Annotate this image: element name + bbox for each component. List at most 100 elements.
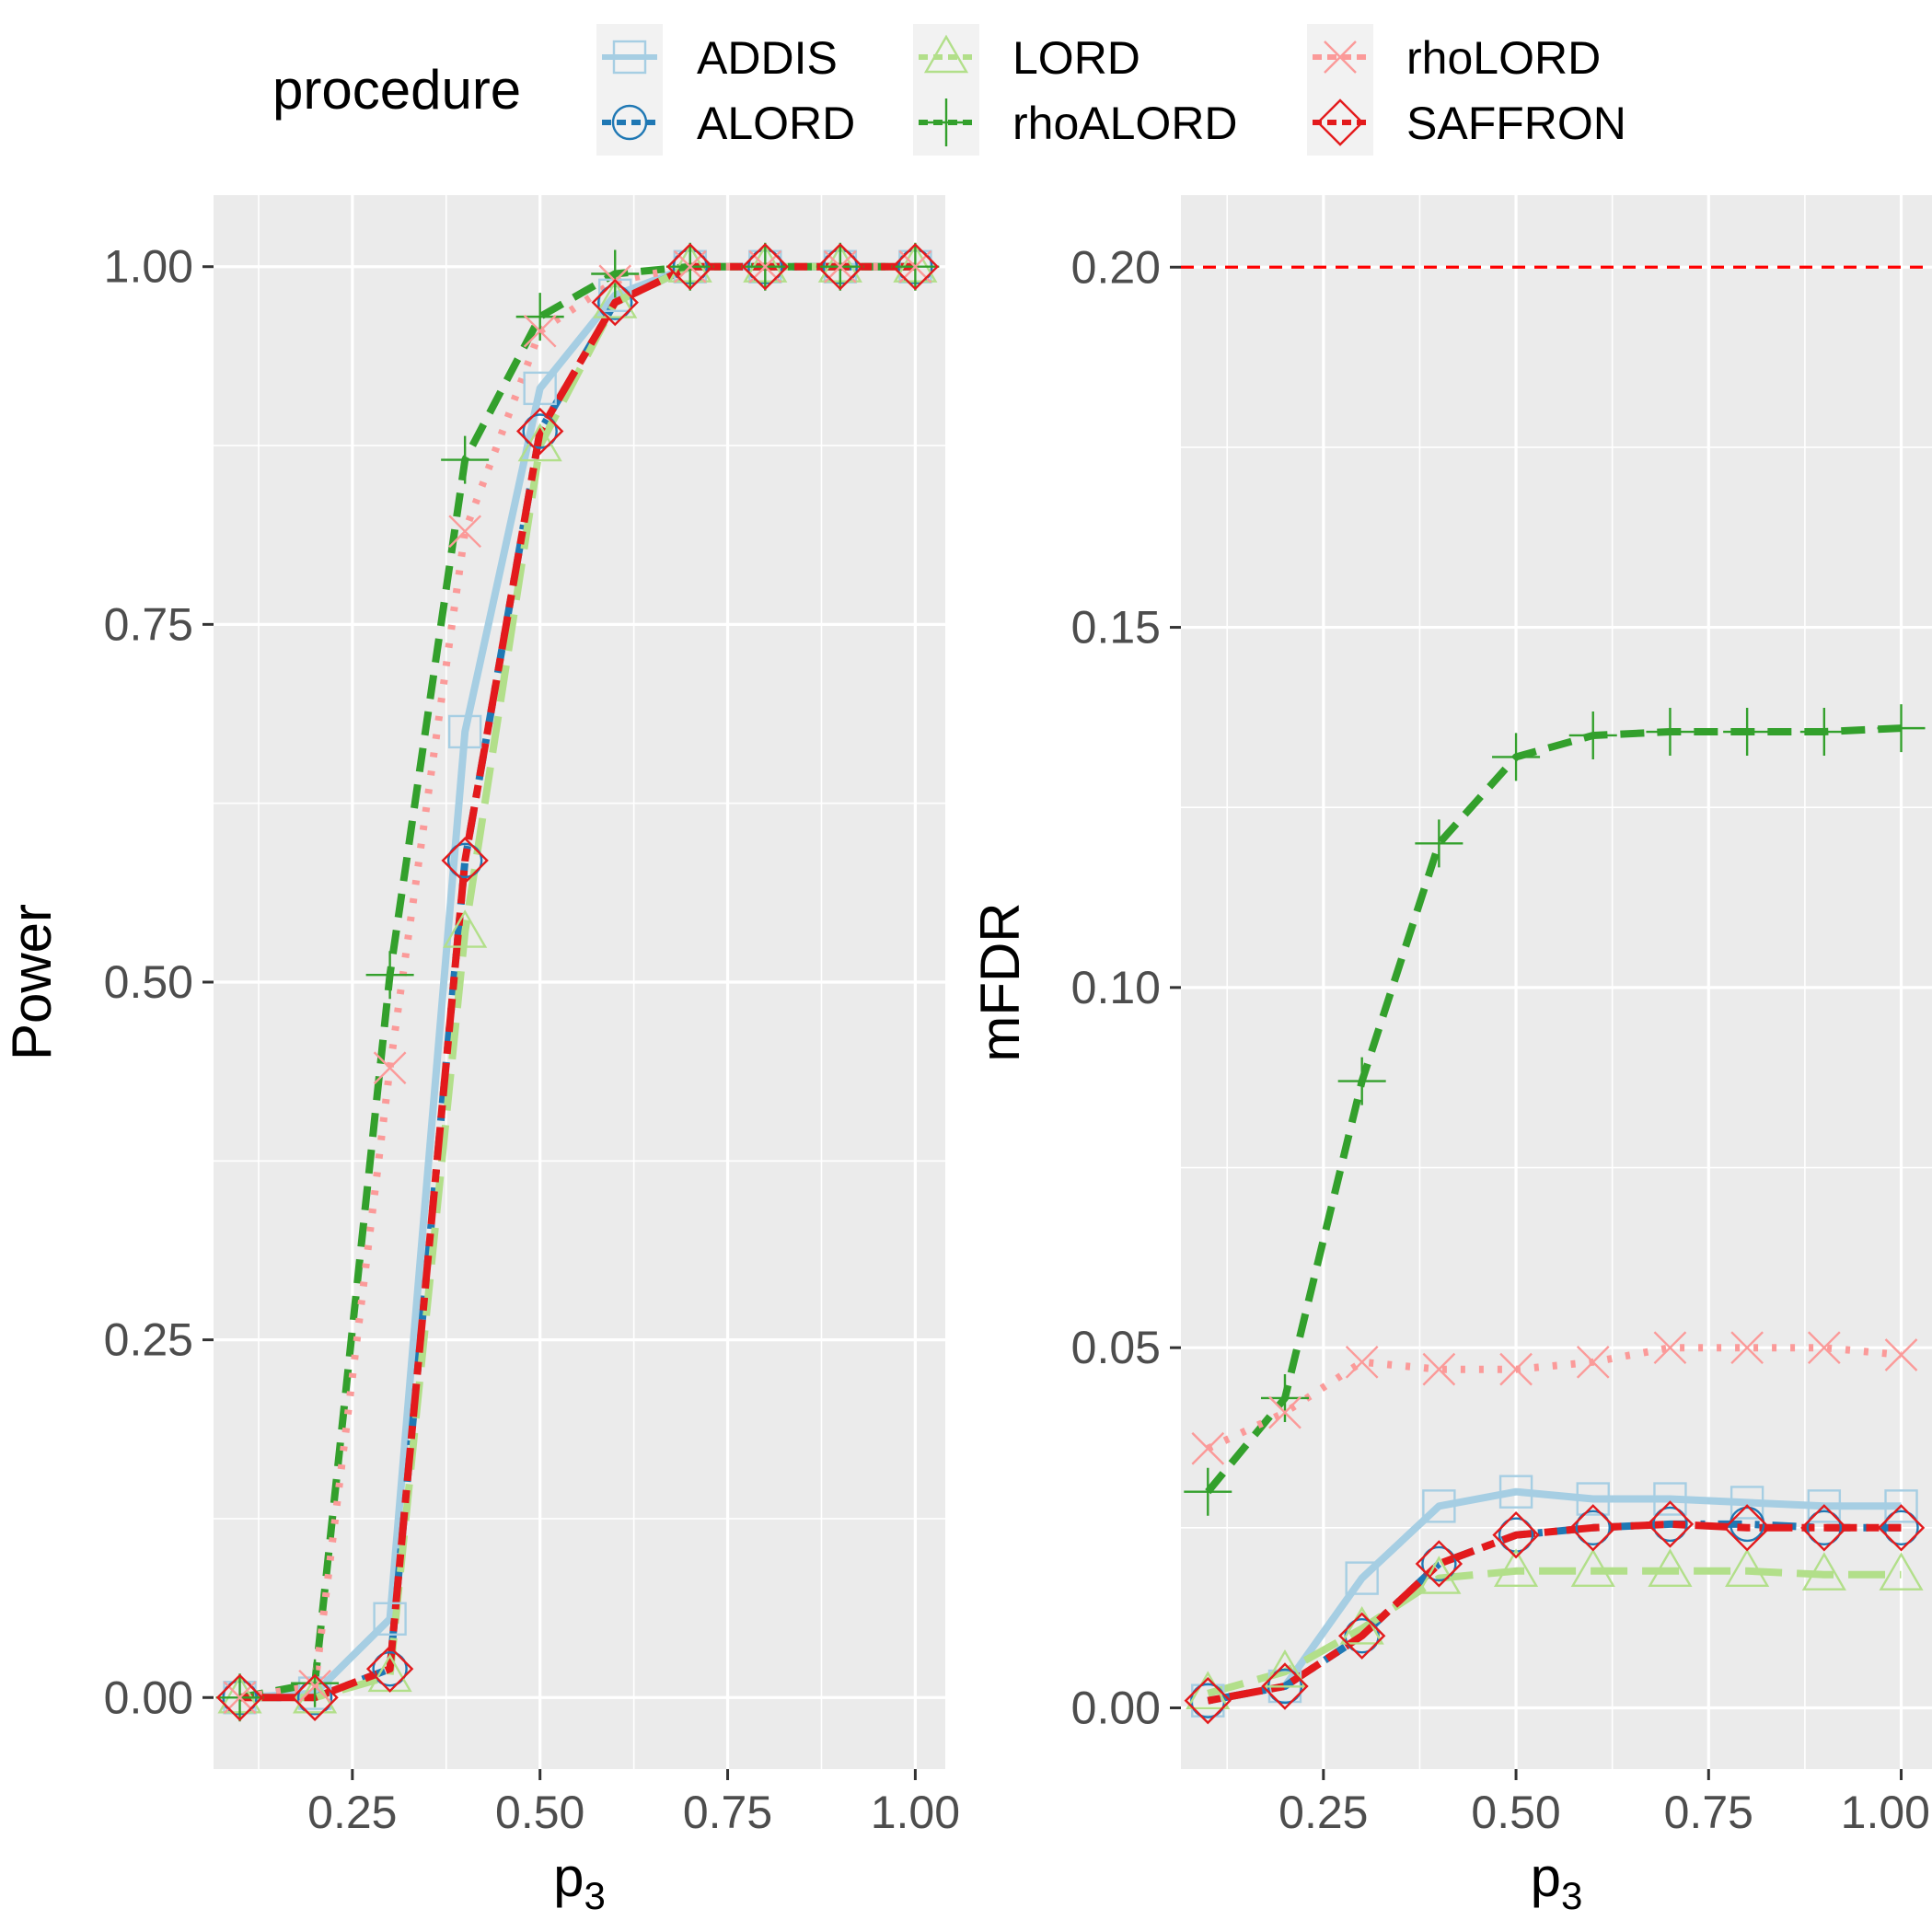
data-point (515, 407, 564, 456)
data-point (1877, 704, 1926, 753)
y-tick-label: 0.10 (1071, 962, 1161, 1013)
data-point (1648, 1548, 1693, 1587)
legend-marker-cross-icon (1324, 40, 1357, 74)
legend-label-rholord: rhoLORD (1406, 32, 1601, 84)
data-point (741, 243, 790, 291)
legend-label-addis: ADDIS (697, 32, 838, 84)
data-point (1492, 1510, 1540, 1559)
data-point (523, 314, 557, 348)
data-point (1652, 1506, 1688, 1543)
data-point (1345, 1345, 1379, 1379)
legend-label-lord: LORD (1012, 32, 1140, 84)
data-point (1576, 1482, 1610, 1516)
data-point (1807, 1331, 1841, 1365)
series-line-saffron (239, 262, 916, 1702)
data-point (1807, 1489, 1842, 1523)
legend-marker-triangle-icon (923, 34, 969, 74)
y-tick-label: 0.15 (1071, 602, 1161, 654)
data-point (1806, 1510, 1843, 1546)
legend-items: ADDIS ALORD LORD rhoALORD rhoLORD SAFFRON (596, 24, 1626, 156)
data-point (443, 909, 488, 948)
data-point (1568, 711, 1617, 759)
data-point (1422, 1352, 1456, 1386)
data-point (1191, 1431, 1225, 1465)
power-panel: 0.00 0.25 0.50 0.75 1.00 0.25 0.50 0.75 1.00 p3 Po… (1, 195, 960, 1917)
legend-item-addis: ADDIS (596, 24, 838, 90)
data-point (291, 1673, 339, 1721)
data-point (1877, 1504, 1926, 1552)
data-point (1498, 1475, 1533, 1509)
data-point (515, 293, 564, 341)
data-point (1725, 1548, 1770, 1587)
legend-item-rholord: rhoLORD (1307, 24, 1601, 90)
y-tick-label: 0.75 (104, 598, 193, 650)
legend-label-alord: ALORD (697, 98, 855, 149)
data-point (1184, 1676, 1232, 1725)
legend-label-saffron: SAFFRON (1406, 98, 1626, 149)
legend-item-alord: ALORD (596, 89, 855, 156)
legend: procedure ADDIS ALORD LORD rhoALORD rhoLORD S… (272, 24, 1626, 156)
series-line-rhoalord (1205, 724, 1902, 1495)
legend-title: procedure (272, 59, 521, 121)
data-point (1262, 1649, 1308, 1688)
x-axis-title: p3 (553, 1846, 606, 1917)
data-point (372, 1650, 408, 1687)
data-point (1337, 1612, 1386, 1660)
data-point (1184, 1467, 1232, 1516)
data-point (441, 837, 489, 885)
x-tick-label: 1.00 (1841, 1787, 1930, 1838)
data-point (1884, 1338, 1918, 1371)
y-tick-label: 0.50 (104, 956, 193, 1008)
data-point (1730, 1331, 1764, 1365)
x-tick-label: 0.25 (1278, 1787, 1368, 1838)
series-points-saffron (1184, 1500, 1926, 1725)
data-point (1421, 1545, 1457, 1582)
data-point (1799, 708, 1848, 757)
legend-label-rhoalord: rhoALORD (1012, 98, 1238, 149)
data-point (1723, 708, 1772, 757)
data-point (448, 515, 482, 549)
legend-marker-plus-icon (922, 98, 970, 146)
legend-marker-square-icon (612, 40, 647, 75)
x-tick-label: 1.00 (871, 1787, 960, 1838)
data-point (1800, 1504, 1848, 1552)
data-point (1415, 819, 1463, 868)
data-point (1261, 1662, 1309, 1710)
data-point (1884, 1489, 1918, 1523)
legend-marker-diamond-icon (1316, 98, 1364, 146)
data-point (1345, 1561, 1379, 1595)
data-point (1576, 1345, 1610, 1379)
y-tick-label: 0.25 (104, 1314, 193, 1366)
data-point (373, 1602, 407, 1636)
data-point (1730, 1486, 1764, 1520)
data-point (446, 842, 483, 879)
data-point (365, 951, 414, 1000)
x-tick-label: 0.50 (1471, 1787, 1560, 1838)
x-tick-label: 0.75 (683, 1787, 772, 1838)
data-point (1493, 1548, 1539, 1587)
data-point (1883, 1510, 1919, 1546)
data-point (1422, 1489, 1456, 1523)
data-point (891, 243, 940, 291)
data-point (591, 278, 639, 327)
data-point (522, 413, 558, 449)
data-point (1575, 1510, 1611, 1546)
data-point (1337, 1057, 1386, 1105)
series-points-rholord (1191, 1331, 1918, 1465)
x-tick-label: 0.75 (1664, 1787, 1753, 1838)
data-point (1569, 1504, 1617, 1552)
y-tick-label: 0.00 (1071, 1682, 1161, 1733)
data-point (1415, 1540, 1463, 1588)
data-point (1570, 1548, 1615, 1587)
series-line-addis (1207, 1487, 1902, 1705)
x-tick-label: 0.25 (307, 1787, 397, 1838)
series-line-rholord (1206, 1344, 1902, 1452)
data-point (1499, 1352, 1533, 1386)
legend-item-lord: LORD (913, 24, 1140, 90)
data-point (441, 435, 490, 484)
data-point (1646, 708, 1695, 757)
data-point (373, 1051, 407, 1085)
data-point (816, 243, 864, 291)
legend-item-saffron: SAFFRON (1307, 89, 1626, 156)
